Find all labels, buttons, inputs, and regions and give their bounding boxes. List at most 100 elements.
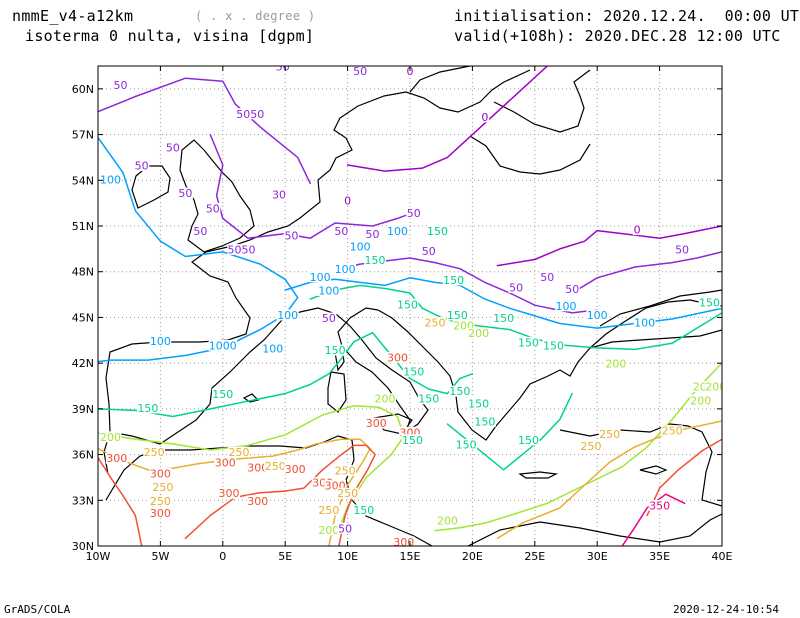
contour-label-bg [396,298,419,310]
contour-label-bg [99,431,122,443]
contour-label-bg [275,66,291,73]
contour-label: 100 [310,271,331,284]
contour-label-bg [661,425,683,437]
contour-label: 50 [338,522,352,535]
contour-label-bg [426,225,449,237]
contour-label-bg [698,297,721,309]
x-tick-label: 35E [649,550,670,563]
contour-label: 150 [402,434,423,447]
x-tick-label: 10E [337,550,358,563]
contour-150 [98,331,474,418]
contour-350 [621,493,686,546]
contour-label: 100 [634,317,655,330]
contour-label: 50 [113,79,127,92]
contour-label: 150 [699,297,720,310]
contour-label-bg [246,461,269,473]
contour-label: 300 [150,507,171,520]
contour-label: 200 [375,393,396,406]
contour-label: 50 [178,187,192,200]
contour-label-bg [134,160,150,172]
contour-label: 250 [150,495,171,508]
contour-label: 100 [262,342,283,355]
contour-label-bg [283,230,300,242]
contour-label-bg [492,312,515,324]
x-tick-label: 10W [86,550,111,563]
contour-label-bg [452,320,475,332]
contour-label: 300 [387,352,408,365]
contour-label: 250 [337,487,358,500]
contour-label-bg [337,522,353,534]
contour-label: 30 [272,189,286,202]
footer-timestamp: 2020-12-24-10:54 [673,603,779,616]
contour-200 [98,405,405,524]
contour-0 [496,225,722,267]
contour-0 [346,66,549,172]
contour-label: 250 [424,317,445,330]
contour-label: 50 [166,141,180,154]
contour-label: 100 [150,335,171,348]
contour-label-bg [321,312,337,324]
contour-label: 150 [443,274,464,287]
contour-label: 50 [675,243,689,256]
contour-lines [98,66,722,546]
valid-time: valid(+108h): 2020.DEC.28 12:00 UTC [454,27,781,45]
contour-label: 150 [353,504,374,517]
contour-label: 250 [318,504,339,517]
y-tick-label: 39N [72,403,94,416]
contour-label-bg [417,393,440,405]
init-time: initialisation: 2020.12.24. 00:00 UTC [454,7,800,25]
contour-label-bg [467,327,490,339]
contour-label-bg [632,224,642,236]
contour-label-bg [365,417,388,429]
contour-label-bg [112,79,129,91]
contour-label: 150 [397,298,418,311]
contour-label: 300 [393,536,414,549]
contour-label: 150 [427,225,448,238]
contour-label: 100 [318,285,339,298]
contour-label: 300 [247,495,268,508]
contour-label: 50 [193,225,207,238]
contour-label: 50 [565,283,579,296]
contour-label: 150 [518,336,539,349]
contour-label-bg [311,477,334,489]
contour-label: 100 [277,309,298,322]
contour-label: 300 [106,452,127,465]
contour-label-bg [343,195,352,207]
y-tick-label: 33N [72,494,94,507]
contour-label-bg [539,271,555,283]
contour-label-bg [246,495,269,507]
contour-label-bg [317,504,340,516]
contour-label: 250 [152,481,173,494]
contour-label: 200 [318,524,339,537]
contour-label: 250 [144,446,165,459]
contour-label-bg [227,243,256,255]
y-tick-label: 57N [72,129,94,142]
contour-label: 0 [344,195,351,208]
contour-label-bg [236,108,265,120]
axis-ticks: 10W 5W 0 5E 10E 15E 20E 25E 30E 35E 40E 30N 33N 36N 39… [72,66,733,563]
contour-label-bg [406,207,422,219]
contour-label: 100 [350,240,371,253]
contour-label-bg [364,228,381,240]
contour-label-bg [177,187,193,199]
contour-label-bg [149,495,172,507]
contour-label-bg [517,434,540,446]
contour-label: 100 [387,225,408,238]
y-tick-label: 60N [72,83,94,96]
contour-label: 150 [474,416,495,429]
contour-label: 1000 [209,339,237,352]
contour-label-bg [333,225,349,237]
contour-label: 200 [605,358,626,371]
contour-label-bg [192,225,208,237]
contour-300 [184,444,376,546]
contour-label-bg [211,388,234,400]
contour-label-bg [392,536,415,546]
contour-label-bg [473,416,496,428]
contour-label: 300 [219,487,240,500]
contour-label-bg [334,263,357,275]
contour-label: 150 [325,344,346,357]
x-tick-label: 5E [278,550,292,563]
x-tick-label: 30E [587,550,608,563]
contour-label: 50 [509,282,523,295]
contour-label: 250 [580,440,601,453]
